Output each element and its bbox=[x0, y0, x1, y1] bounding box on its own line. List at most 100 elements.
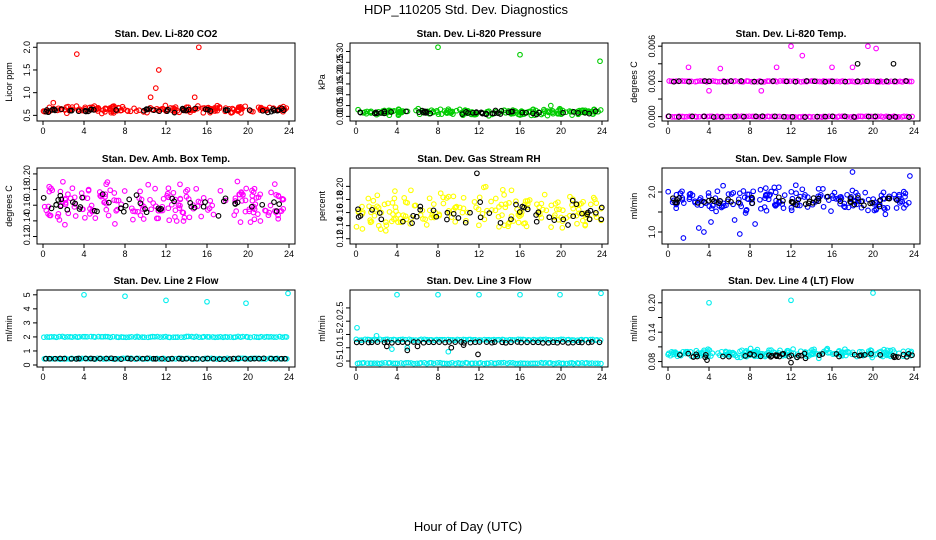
data-point-yellow bbox=[460, 194, 467, 201]
data-point-yellow bbox=[377, 226, 384, 232]
data-point-highlight bbox=[427, 110, 434, 117]
data-point-magenta bbox=[725, 113, 731, 120]
data-point-green bbox=[360, 109, 367, 116]
data-point-highlight bbox=[798, 352, 805, 359]
data-point-cyan bbox=[706, 299, 712, 306]
data-point-yellow bbox=[523, 223, 530, 230]
x-tick-label: 16 bbox=[202, 372, 212, 382]
data-point-highlight bbox=[64, 206, 71, 213]
data-point-cyan bbox=[435, 291, 441, 298]
data-point-magenta bbox=[826, 78, 832, 85]
data-point-yellow bbox=[359, 203, 365, 210]
y-tick-label: 1.0 bbox=[335, 341, 345, 354]
data-point-cyan bbox=[232, 334, 239, 340]
data-point-highlight bbox=[749, 200, 756, 207]
data-point-highlight bbox=[417, 206, 424, 213]
data-point-red bbox=[127, 108, 134, 115]
data-point-highlight bbox=[187, 200, 194, 206]
data-point-highlight bbox=[221, 356, 228, 362]
data-point-blue bbox=[902, 193, 908, 200]
data-point-blue bbox=[865, 207, 871, 214]
data-point-magenta bbox=[257, 218, 264, 224]
data-point-highlight bbox=[883, 78, 890, 84]
data-point-blue bbox=[701, 229, 707, 235]
data-point-cyan bbox=[550, 360, 557, 367]
data-point-magenta bbox=[714, 78, 721, 85]
data-point-highlight bbox=[410, 212, 417, 219]
data-point-highlight bbox=[207, 108, 214, 114]
data-point-magenta bbox=[105, 212, 112, 219]
data-point-cyan bbox=[389, 346, 395, 352]
x-tick-label: 12 bbox=[161, 372, 171, 382]
data-point-cyan bbox=[56, 333, 63, 340]
data-point-yellow bbox=[353, 223, 360, 230]
data-point-cyan bbox=[747, 345, 754, 352]
data-point-cyan bbox=[69, 334, 75, 340]
data-point-highlight bbox=[118, 356, 124, 362]
data-point-highlight bbox=[749, 194, 755, 201]
data-point-highlight bbox=[665, 113, 672, 120]
data-point-blue bbox=[714, 188, 721, 195]
panel-line4: Stan. Dev. Line 4 (LT) Flow 0 4 8 12 16 20 24 0.… bbox=[629, 276, 921, 382]
data-point-cyan bbox=[449, 359, 455, 366]
x-tick-label: 20 bbox=[243, 249, 253, 259]
y-axis-label: ml/min bbox=[629, 193, 639, 220]
data-point-cyan bbox=[882, 349, 888, 356]
data-point-cyan bbox=[560, 336, 567, 343]
data-point-blue bbox=[725, 191, 732, 197]
y-tick-label: 0.20 bbox=[335, 178, 345, 196]
y-tick-label: 1.0 bbox=[647, 226, 657, 239]
data-point-highlight bbox=[383, 343, 390, 350]
data-point-magenta bbox=[173, 218, 180, 224]
data-point-highlight bbox=[721, 78, 728, 85]
data-point-highlight bbox=[788, 352, 795, 359]
data-point-highlight bbox=[83, 108, 89, 115]
data-point-magenta bbox=[764, 78, 771, 84]
data-point-magenta bbox=[103, 181, 110, 188]
data-point-blue bbox=[905, 199, 912, 206]
data-point-yellow bbox=[375, 204, 382, 211]
data-point-yellow bbox=[402, 199, 409, 206]
data-point-highlight bbox=[75, 108, 82, 115]
data-point-yellow bbox=[450, 193, 457, 200]
data-point-highlight bbox=[247, 356, 254, 362]
data-point-highlight bbox=[204, 355, 211, 362]
data-point-magenta bbox=[774, 113, 780, 120]
x-tick-label: 20 bbox=[556, 126, 566, 136]
data-point-highlight bbox=[193, 355, 200, 362]
data-point-highlight bbox=[533, 218, 540, 225]
data-point-yellow bbox=[593, 200, 600, 206]
data-point-green bbox=[541, 108, 548, 114]
data-point-yellow bbox=[574, 220, 580, 227]
data-point-highlight bbox=[276, 201, 283, 207]
data-point-highlight bbox=[694, 199, 701, 206]
data-point-yellow bbox=[426, 207, 433, 214]
data-point-highlight bbox=[758, 78, 764, 85]
data-point-highlight bbox=[706, 78, 712, 85]
data-point-cyan bbox=[540, 336, 547, 343]
data-point-cyan bbox=[128, 333, 135, 340]
data-point-blue bbox=[896, 193, 903, 200]
x-tick-label: 0 bbox=[665, 372, 670, 382]
data-point-yellow bbox=[543, 207, 550, 214]
data-point-highlight bbox=[389, 339, 395, 346]
data-point-highlight bbox=[720, 353, 726, 360]
data-point-cyan bbox=[493, 360, 499, 367]
y-tick-label: 0.16 bbox=[22, 196, 32, 214]
y-tick-label: 0.30 bbox=[335, 43, 345, 61]
panel-temp: Stan. Dev. Li-820 Temp. 0 4 8 12 16 20 24 0.000 0… bbox=[629, 29, 921, 136]
y-tick-label: 0.00 bbox=[335, 108, 345, 126]
data-point-cyan bbox=[215, 334, 221, 340]
y-tick-label: 0.5 bbox=[335, 355, 345, 368]
data-point-highlight bbox=[598, 204, 605, 211]
data-point-cyan bbox=[503, 337, 510, 344]
data-point-highlight bbox=[371, 110, 378, 117]
data-point-red bbox=[61, 107, 68, 113]
data-point-cyan bbox=[485, 360, 491, 367]
data-point-yellow bbox=[480, 184, 487, 191]
x-tick-label: 16 bbox=[202, 126, 212, 136]
data-point-highlight bbox=[183, 355, 190, 362]
data-point-cyan bbox=[360, 359, 367, 366]
data-point-highlight bbox=[53, 202, 60, 208]
